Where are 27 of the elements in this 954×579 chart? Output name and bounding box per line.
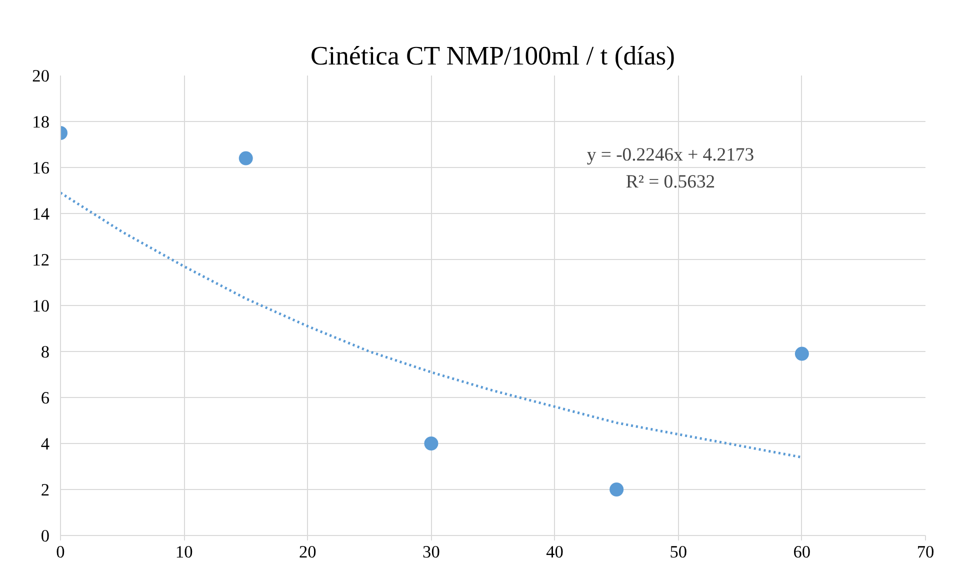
y-tick-label: 12 xyxy=(32,250,50,270)
x-tick-label: 20 xyxy=(298,542,316,562)
point xyxy=(424,436,438,450)
point xyxy=(238,151,253,166)
chart-title: Cinética CT NMP/100ml / t (días) xyxy=(310,40,676,70)
y-tick-label: 6 xyxy=(40,388,50,408)
x-tick-label: 40 xyxy=(546,542,564,562)
x-tick-label: 30 xyxy=(422,542,440,562)
point xyxy=(794,346,809,361)
x-tick-label: 60 xyxy=(793,542,811,562)
x-tick-label: 0 xyxy=(56,542,65,562)
point xyxy=(610,482,624,496)
y-tick-label: 20 xyxy=(32,66,50,86)
x-tick-label: 50 xyxy=(670,542,688,562)
x-tick-label: 10 xyxy=(175,542,193,562)
y-tick-label: 4 xyxy=(40,434,50,454)
y-tick-label: 10 xyxy=(32,296,50,316)
annotation: y = -0.2246x + 4.2173 xyxy=(586,144,754,166)
y-tick-label: 0 xyxy=(40,526,50,546)
y-tick-label: 2 xyxy=(40,480,50,500)
y-tick-label: 16 xyxy=(32,158,50,178)
y-tick-label: 14 xyxy=(32,204,50,224)
y-tick-label: 8 xyxy=(40,342,50,362)
x-tick-label: 70 xyxy=(916,542,934,562)
line-series xyxy=(60,192,804,459)
annotation: R² = 0.5632 xyxy=(626,172,716,192)
y-tick-label: 18 xyxy=(32,112,50,132)
